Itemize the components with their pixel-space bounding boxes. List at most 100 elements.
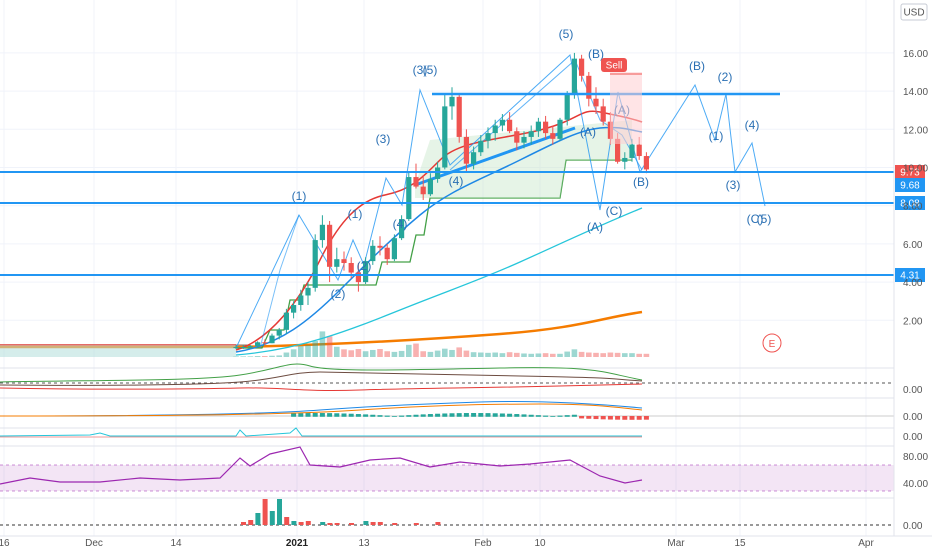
volume-bar [535,353,542,357]
osc5-bar [269,511,275,525]
price-tag[interactable]: 4.31 [895,268,925,282]
volume-bar [341,349,347,357]
earnings-icon [762,333,782,353]
wave-label: (4) [449,174,464,188]
wave-label: (4) [745,118,760,132]
osc2-bar [600,416,606,420]
osc5-bar [277,499,282,525]
volume-bar [312,341,318,357]
osc5-bar [298,522,304,525]
candle [255,341,261,348]
volume-bar [434,350,441,357]
osc2-bar [607,416,613,420]
wave-label: (5) [423,63,438,77]
elliott-wave-lines [235,54,766,349]
osc5-bar [363,521,369,525]
candle [384,243,390,265]
volume-bar [643,353,650,357]
volume-bar [607,352,614,357]
price-tag[interactable]: 9.68 [895,178,925,192]
volume-bar [521,353,527,357]
price-tag-bg [895,165,925,179]
x-tick-label: 10 [534,538,546,549]
candle-body [420,186,426,195]
osc5-bar [262,499,268,525]
osc2-bar [571,414,577,417]
sell-label: Sell [606,61,623,72]
candle [643,152,649,174]
horizontal-levels[interactable]: 9.73 9.68 8.08 4.31 [0,92,925,282]
sell-zone [610,72,642,144]
x-tick-label: Apr [858,538,874,549]
candle-body [564,94,570,120]
y-tick-label: 6.00 [903,240,923,251]
candle-body [377,245,383,248]
wave-label: (B) [689,59,705,73]
candle [593,87,599,115]
osc2-bar [507,413,513,417]
candle-body [593,98,599,107]
candle-body [391,238,397,260]
osc2-bar [341,413,347,417]
price-tag[interactable]: 9.73 [895,165,925,179]
candle [269,333,275,344]
volume-bar [348,350,354,357]
candle [571,52,577,99]
x-tick-label: Feb [474,538,492,549]
price-tag-bg [895,178,925,192]
osc2-bar [550,415,556,417]
candle [622,152,628,170]
candle-body [399,219,405,239]
volume-bar [398,350,405,357]
candle [600,98,606,126]
time-axis[interactable]: 16 Dec 14 2021 13 Feb 10 Mar 15 Apr [0,535,932,549]
candle [449,87,455,120]
osc2-bar [334,413,340,417]
candle [514,127,520,151]
candle [478,135,484,157]
candle [334,247,340,273]
osc1-line-c [0,383,643,391]
osc2-bar [391,415,397,417]
sell-marker[interactable]: Sell [601,58,627,72]
candle [485,127,491,149]
osc2-bar [427,414,433,417]
osc3-line [0,427,642,437]
osc2-bar [377,415,383,417]
candle-body [269,335,275,344]
volume-bar [420,351,426,357]
osc1-line-b [0,371,643,386]
volume-bar [442,348,448,357]
wave-label: (5) [559,27,574,41]
price-tag[interactable]: 8.08 [895,196,925,210]
volume-bar [377,349,383,357]
wave-label: (3) [726,178,741,192]
osc5-bar [248,520,254,525]
osc2-bar [406,415,412,417]
osc5-bar [370,522,376,525]
currency-label: USD [903,8,924,19]
earnings-marker[interactable]: E [762,333,782,353]
osc2-bar [363,414,369,417]
osc2-bar [312,413,318,417]
price-axis[interactable]: USD 2.00 4.00 6.00 8.00 10.00 12.00 14.00 16.00 [893,0,928,536]
earnings-icon-label: E [769,339,776,350]
candle-body [247,346,253,348]
candle-body [240,347,246,349]
candle-body [406,177,412,220]
osc5-bar [327,523,333,525]
osc-y-label: 0.00 [903,412,923,423]
volume-bar [290,349,297,357]
osc2-bar [456,413,462,417]
x-tick-label: Dec [85,538,103,549]
volume-bar [326,336,333,357]
wave-label: (2) [357,259,372,273]
volume-bar [298,346,304,357]
candle-body [557,119,563,139]
volume-bar [514,352,520,357]
wave-label: (3) [376,132,391,146]
volume-bar [362,351,369,357]
currency-badge[interactable] [900,3,928,21]
y-tick-label: 8.00 [903,202,923,213]
